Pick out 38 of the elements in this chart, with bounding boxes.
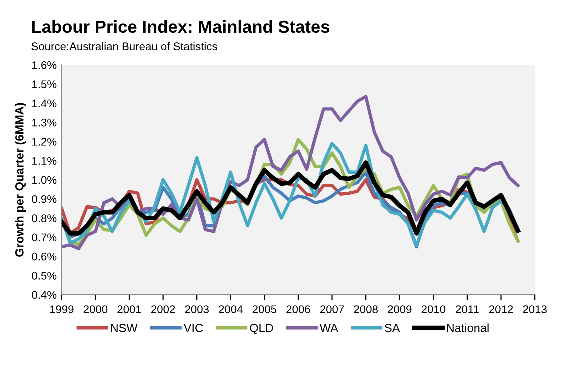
x-tick-label: 2012 — [489, 306, 514, 314]
legend-label: VIC — [184, 324, 204, 332]
y-tick-label: 1.3% — [32, 118, 57, 127]
x-tick-label: 1999 — [50, 306, 74, 314]
x-tick-label: 2000 — [84, 306, 108, 314]
y-tick-label: 0.7% — [32, 234, 57, 242]
legend-label: QLD — [250, 324, 274, 334]
y-tick-label: 0.6% — [32, 252, 57, 261]
x-tick-label: 2008 — [354, 306, 378, 314]
y-tick-label: 1.4% — [32, 100, 57, 108]
y-tick-label: 1.1% — [32, 157, 57, 165]
y-tick-label: 0.9% — [32, 195, 57, 204]
y-tick-label: 1.2% — [32, 138, 57, 146]
chart-subtitle: Source:Australian Bureau of Statistics — [32, 42, 218, 51]
x-tick-label: 2002 — [152, 306, 176, 314]
x-tick-label: 2010 — [422, 306, 446, 314]
x-tick-label: 2005 — [252, 306, 277, 314]
y-tick-label: 0.4% — [32, 291, 57, 300]
x-tick-label: 2003 — [185, 306, 209, 314]
chart-title: Labour Price Index: Mainland States — [32, 20, 330, 34]
x-tick-label: 2004 — [219, 306, 243, 314]
y-tick-label: 0.8% — [32, 214, 57, 222]
y-tick-label: 0.5% — [32, 272, 57, 280]
y-tick-label: 1.6% — [32, 61, 57, 70]
x-tick-label: 2011 — [456, 306, 479, 314]
y-tick-label: 1.0% — [32, 176, 57, 184]
x-tick-label: 2013 — [523, 306, 547, 314]
x-tick-label: 2006 — [286, 306, 310, 314]
legend-label: WA — [320, 324, 338, 332]
y-tick-label: 1.5% — [32, 80, 57, 88]
x-tick-label: 2007 — [320, 306, 344, 314]
y-axis-title: Growth per Quarter (6MMA) — [15, 103, 26, 257]
legend-label: National — [447, 324, 489, 332]
legend-label: NSW — [111, 324, 138, 332]
x-tick-label: 2009 — [388, 306, 412, 314]
x-tick-label: 2001 — [118, 306, 142, 314]
line-series — [62, 160, 520, 236]
legend-label: SA — [385, 324, 400, 332]
